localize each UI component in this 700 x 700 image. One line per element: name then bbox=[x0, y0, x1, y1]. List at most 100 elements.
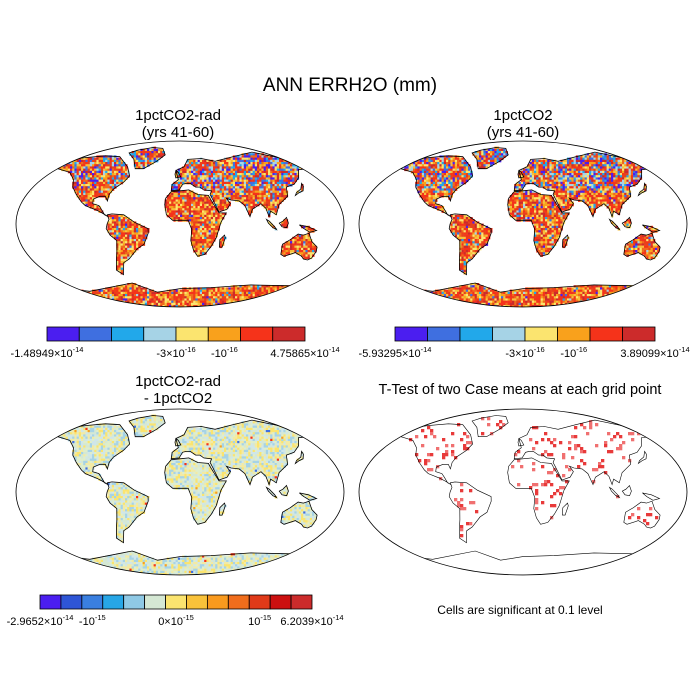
colorbar-swatch bbox=[492, 326, 526, 342]
colorbar-label: -10-15 bbox=[79, 613, 106, 628]
coastline-japan bbox=[637, 450, 647, 465]
coastline-africa bbox=[507, 457, 570, 525]
colorbar-label: 6.2039×10-14 bbox=[280, 613, 343, 628]
panel-title-line1: 1pctCO2-rad bbox=[135, 373, 221, 390]
panel-title-case1: 1pctCO2-rad (yrs 41-60) bbox=[48, 107, 308, 141]
map-fill-layer bbox=[391, 417, 677, 538]
coastline-sumatra bbox=[608, 218, 621, 231]
coastline-antarctica bbox=[381, 550, 665, 575]
coastline-australia bbox=[280, 500, 318, 529]
colorbar-swatch bbox=[524, 326, 558, 342]
coastline-uk bbox=[517, 169, 525, 179]
colorbar-label-exponent: -16 bbox=[576, 345, 587, 354]
coastline-borneo bbox=[621, 484, 632, 497]
panel-title-case2: 1pctCO2 (yrs 41-60) bbox=[393, 107, 653, 141]
colorbar-swatch bbox=[60, 594, 83, 610]
map-fill-layer bbox=[39, 414, 335, 575]
colorbar-label: -5.93295×10-14 bbox=[359, 345, 432, 360]
coastline-australia bbox=[623, 500, 661, 529]
map-panel-case1 bbox=[15, 140, 345, 308]
coastline-japan bbox=[294, 182, 304, 197]
coastline-antarctica bbox=[38, 282, 322, 307]
colorbar-label-exponent: -14 bbox=[63, 613, 74, 622]
colorbar-label-exponent: -14 bbox=[421, 345, 432, 354]
colorbar-label: 3.89099×10-14 bbox=[620, 345, 689, 360]
coastline-south-america bbox=[105, 213, 149, 276]
coastline-borneo bbox=[278, 484, 289, 497]
colorbar-label: -10-16 bbox=[211, 345, 238, 360]
colorbar-case1: -1.48949×10-14 -3×10-16 -10-16 4.75865×10-1… bbox=[11, 326, 340, 360]
coastline-north-america bbox=[45, 423, 131, 485]
significance-note: Cells are significant at 0.1 level bbox=[437, 603, 603, 617]
colorbar-swatch bbox=[46, 326, 80, 342]
colorbar-swatch bbox=[81, 594, 104, 610]
map-fill-layer bbox=[39, 146, 335, 307]
colorbar-swatch bbox=[39, 594, 62, 610]
coastline-greenland bbox=[471, 147, 509, 170]
coastline-madagascar bbox=[561, 234, 569, 248]
coastline-eurasia bbox=[513, 419, 668, 486]
coastline-africa bbox=[164, 457, 227, 525]
colorbar-label-exponent: -16 bbox=[227, 345, 238, 354]
coastline-south-america bbox=[448, 481, 492, 544]
coastline-eurasia bbox=[170, 151, 326, 218]
coastline-greenland bbox=[471, 415, 509, 437]
coastline-madagascar bbox=[562, 502, 569, 516]
coastline-north-america bbox=[45, 155, 131, 217]
map-fill-layer bbox=[382, 146, 678, 307]
colorbar-swatch bbox=[248, 594, 271, 610]
colorbar-label: -3×10-16 bbox=[505, 345, 544, 360]
coastline-antarctica bbox=[38, 550, 322, 575]
colorbar-label: 4.75865×10-14 bbox=[270, 345, 339, 360]
map-panel-ttest bbox=[358, 408, 688, 576]
map-border bbox=[358, 408, 688, 576]
coastline-africa bbox=[164, 189, 227, 257]
coastline-eurasia bbox=[513, 151, 669, 218]
panel-title-line2: (yrs 41-60) bbox=[486, 124, 560, 141]
coastline-madagascar bbox=[218, 502, 226, 516]
coastline-australia bbox=[280, 232, 318, 261]
coastline-new-guinea bbox=[299, 224, 318, 233]
colorbar-swatch bbox=[165, 594, 187, 610]
colorbar-label-exponent: -14 bbox=[73, 345, 84, 354]
colorbar-label-exponent: -14 bbox=[679, 345, 690, 354]
coastline-africa bbox=[507, 189, 570, 257]
colorbar-swatch bbox=[144, 594, 166, 610]
coastline-madagascar bbox=[218, 234, 226, 248]
coastline-greenland bbox=[128, 147, 166, 170]
coastline-sumatra bbox=[265, 218, 278, 231]
colorbar-swatch bbox=[622, 326, 656, 342]
coastline-antarctica bbox=[381, 282, 665, 307]
colorbar-label: -10-16 bbox=[560, 345, 587, 360]
colorbar-label: 10-15 bbox=[248, 613, 271, 628]
coastline-south-america bbox=[105, 481, 149, 544]
colorbar-label-exponent: -16 bbox=[185, 345, 196, 354]
coastline-sumatra bbox=[608, 486, 621, 499]
map-border bbox=[358, 140, 688, 308]
colorbar-swatch bbox=[111, 326, 145, 342]
colorbar-label-exponent: -15 bbox=[95, 613, 106, 622]
colorbar-swatch bbox=[589, 326, 623, 342]
colorbar-label-exponent: -15 bbox=[183, 613, 194, 622]
map-border bbox=[15, 140, 345, 308]
colorbar-swatch bbox=[459, 326, 493, 342]
coastline-north-america bbox=[388, 423, 473, 485]
panel-title-ttest: T-Test of two Case means at each grid po… bbox=[378, 382, 662, 398]
panel-title-line1: 1pctCO2 bbox=[493, 107, 553, 124]
colorbar-diff: -2.9652×10-14 -10-15 0×10-15 10-15 6.2039×10… bbox=[7, 594, 344, 628]
colorbar-label: 0×10-15 bbox=[158, 613, 194, 628]
coastline-uk bbox=[174, 169, 182, 179]
colorbar-swatch bbox=[227, 594, 250, 610]
coastline-uk bbox=[174, 437, 182, 447]
colorbar-swatch bbox=[207, 326, 241, 342]
colorbar-case2: -5.93295×10-14 -3×10-16 -10-16 3.89099×10-1… bbox=[359, 326, 690, 360]
coastline-new-guinea bbox=[642, 224, 661, 233]
coastline-greenland bbox=[128, 415, 166, 438]
colorbar-swatch bbox=[427, 326, 461, 342]
coastline-uk bbox=[517, 437, 525, 447]
colorbar-swatch bbox=[394, 326, 428, 342]
map-panel-diff bbox=[15, 408, 345, 576]
panel-title-line2: (yrs 41-60) bbox=[141, 124, 215, 141]
colorbar-label-exponent: -14 bbox=[333, 613, 344, 622]
colorbar-label-exponent: -16 bbox=[534, 345, 545, 354]
